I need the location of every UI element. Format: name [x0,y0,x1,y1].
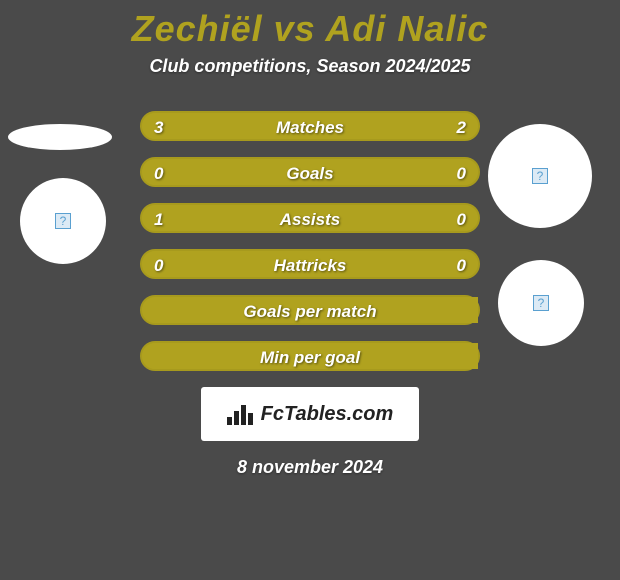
avatar-circle: ? [20,178,106,264]
stat-row: 32Matches [140,111,480,141]
comparison-card: Zechiël vs Adi Nalic Club competitions, … [0,0,620,580]
avatar-circle [8,124,112,150]
stat-row: Goals per match [140,295,480,325]
source-badge: FcTables.com [201,387,419,441]
image-placeholder-icon: ? [533,295,549,311]
image-placeholder-icon: ? [532,168,548,184]
stat-label: Assists [142,205,478,235]
stat-row: 00Goals [140,157,480,187]
stat-row: 00Hattricks [140,249,480,279]
stat-label: Hattricks [142,251,478,281]
stat-row: 10Assists [140,203,480,233]
image-placeholder-icon: ? [55,213,71,229]
avatar-circle: ? [488,124,592,228]
subtitle: Club competitions, Season 2024/2025 [0,56,620,77]
page-title: Zechiël vs Adi Nalic [0,0,620,50]
bars-icon [227,403,255,425]
stat-label: Goals [142,159,478,189]
stat-row: Min per goal [140,341,480,371]
stat-label: Goals per match [142,297,478,327]
date-text: 8 november 2024 [0,457,620,478]
badge-text: FcTables.com [261,403,394,426]
avatar-circle: ? [498,260,584,346]
stat-label: Min per goal [142,343,478,373]
stat-label: Matches [142,113,478,143]
